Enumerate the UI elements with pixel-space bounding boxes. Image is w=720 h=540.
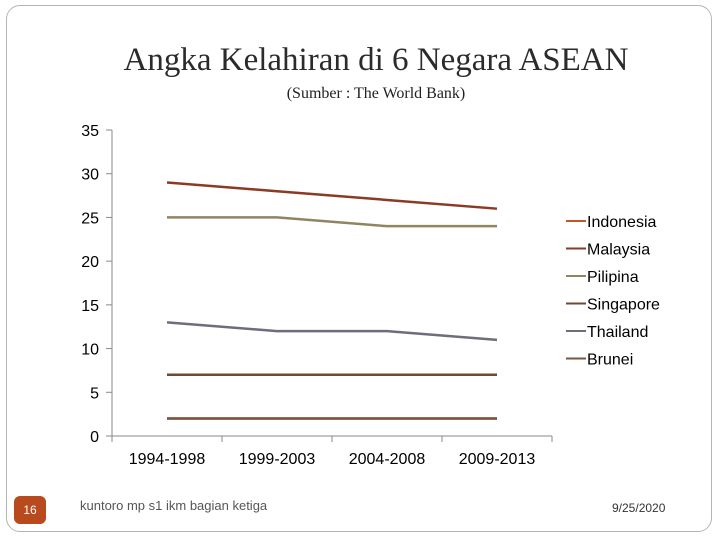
chart-axes: 0 5 10 15 20 25 30 35 1994-1998 1999-2003 2004-200… xyxy=(81,123,553,468)
y-tick-label: 0 xyxy=(90,429,99,446)
legend-label: Thailand xyxy=(587,324,648,341)
series-lines xyxy=(166,181,498,420)
y-tick-label: 20 xyxy=(81,254,99,271)
y-tick-label: 10 xyxy=(81,342,99,359)
y-tick-label: 35 xyxy=(81,123,99,140)
chart-legend: Indonesia Malaysia Pilipina Singapore Thaila… xyxy=(566,214,660,369)
series-line-malaysia xyxy=(166,181,498,210)
footer-date: 9/25/2020 xyxy=(612,501,666,515)
slide-frame xyxy=(6,5,712,532)
y-tick-label: 30 xyxy=(81,167,99,184)
x-tick-label: 2009-2013 xyxy=(459,451,536,468)
chart-subtitle: (Sumber : The World Bank) xyxy=(286,85,466,102)
footer-author: kuntoro mp s1 ikm bagian ketiga xyxy=(80,498,268,513)
series-line-pilipina xyxy=(167,216,497,228)
legend-label: Malaysia xyxy=(587,242,650,259)
y-tick-label: 15 xyxy=(81,298,99,315)
chart-title: Angka Kelahiran di 6 Negara ASEAN xyxy=(123,42,629,78)
legend-label: Pilipina xyxy=(587,269,639,286)
series-line-thailand xyxy=(166,321,498,342)
x-tick-label: 1994-1998 xyxy=(129,451,206,468)
slide-number: 16 xyxy=(14,496,46,524)
legend-label: Singapore xyxy=(587,297,660,314)
x-tick-label: 2004-2008 xyxy=(349,451,426,468)
legend-label: Brunei xyxy=(587,352,633,369)
y-tick-label: 5 xyxy=(90,385,99,402)
x-tick-label: 1999-2003 xyxy=(239,451,316,468)
legend-label: Indonesia xyxy=(587,214,656,231)
y-tick-label: 25 xyxy=(81,210,99,227)
